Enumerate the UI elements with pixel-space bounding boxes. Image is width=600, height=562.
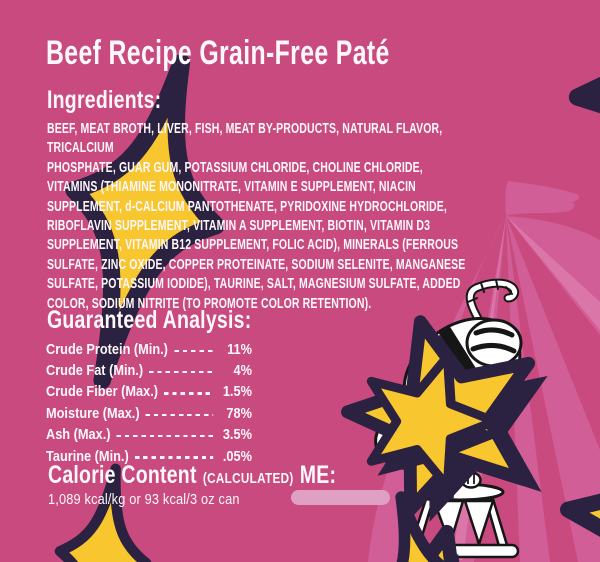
analysis-label: Ash (Max.)	[46, 427, 111, 444]
analysis-row: Ash (Max.) 3.5%	[46, 425, 252, 446]
calorie-heading-method: (CALCULATED)	[202, 470, 294, 487]
calorie-heading-suffix: ME:	[299, 461, 337, 489]
analysis-label: Crude Fiber (Max.)	[46, 384, 159, 401]
dash-leader	[164, 392, 214, 395]
cat-tail	[465, 278, 520, 327]
tent-top-right	[506, 216, 600, 335]
guaranteed-analysis-table: Crude Protein (Min.) 11% Crude Fat (Min.…	[46, 339, 252, 467]
calorie-content-heading: Calorie Content (CALCULATED) ME:	[48, 461, 336, 490]
dash-leader	[149, 370, 214, 374]
tent-stripe-right	[506, 216, 600, 562]
calorie-content-value: 1,089 kcal/kg or 93 kcal/3 oz can	[48, 492, 240, 508]
analysis-row: Crude Fiber (Max.) 1.5%	[46, 382, 252, 403]
guaranteed-analysis-heading: Guaranteed Analysis:	[47, 306, 252, 334]
analysis-value: 78%	[226, 405, 252, 422]
tent-highlight	[506, 216, 600, 330]
star-icon	[541, 0, 600, 257]
analysis-row: Crude Protein (Min.) 11%	[46, 339, 252, 360]
analysis-value: 3.5%	[222, 427, 252, 444]
analysis-row: Crude Fat (Min.) 4%	[46, 360, 252, 381]
ingredients-text: BEEF, MEAT BROTH, LIVER, FISH, MEAT BY-P…	[47, 120, 466, 312]
analysis-row: Moisture (Max.) 78%	[46, 403, 252, 424]
analysis-row: Taurine (Min.) .05%	[46, 446, 252, 467]
analysis-label: Taurine (Min.)	[46, 448, 129, 465]
dash-leader	[134, 456, 214, 459]
analysis-label: Moisture (Max.)	[46, 405, 140, 422]
analysis-value: 11%	[227, 341, 252, 358]
page-title: Beef Recipe Grain-Free Paté	[46, 34, 390, 72]
dash-leader	[145, 413, 214, 417]
light-swish	[291, 490, 390, 505]
dash-leader	[116, 435, 214, 438]
dash-leader	[174, 349, 214, 352]
analysis-label: Crude Fat (Min.)	[46, 363, 144, 380]
analysis-value: 4%	[233, 363, 252, 380]
calorie-heading-main: Calorie Content	[48, 461, 197, 489]
analysis-label: Crude Protein (Min.)	[46, 341, 168, 358]
analysis-value: .05%	[222, 448, 252, 465]
analysis-value: 1.5%	[222, 384, 252, 401]
tent-flag	[505, 181, 580, 216]
ingredients-heading: Ingredients:	[47, 86, 162, 114]
